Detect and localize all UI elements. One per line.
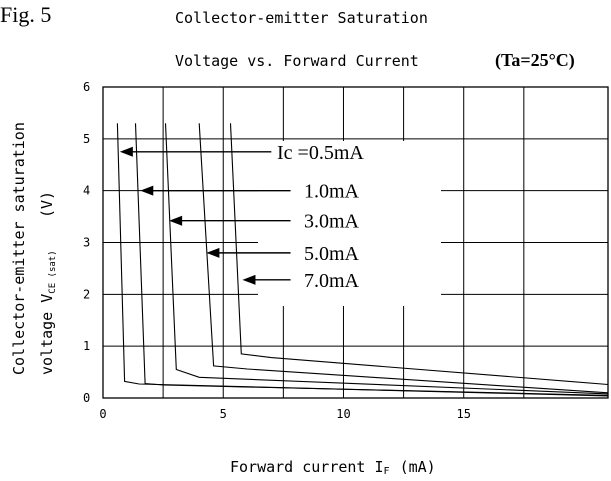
series-label: Ic =0.5mA (277, 142, 364, 164)
arrow-head (206, 247, 220, 258)
y-tick-label: 4 (83, 184, 90, 198)
curves (116, 123, 609, 397)
y-axis-label-line-2: voltage VCE (sat) (38, 250, 58, 375)
annotation-arrows (119, 146, 291, 285)
x-axis-label: Forward current IF (mA) (230, 458, 436, 477)
series-label: 7.0mA (304, 270, 360, 292)
arrow-head (169, 215, 183, 226)
x-axis-label-unit: (mA) (400, 458, 436, 476)
series-line-5.0mA (198, 123, 609, 394)
y-axis-label-sub: CE (sat) (48, 250, 58, 293)
annotation-labels: Ic =0.5mA 1.0mA 3.0mA 5.0mA 7.0mA (277, 142, 364, 292)
figure-label: Fig. 5 (0, 2, 51, 27)
arrow-head (242, 274, 256, 285)
x-tick-labels: 0 5 10 15 (99, 407, 471, 421)
x-axis-label-main: Forward current I (230, 458, 384, 476)
y-axis-unit: (V) (38, 191, 56, 218)
y-tick-label: 5 (83, 132, 90, 146)
series-line-3.0mA (164, 123, 609, 395)
legend-box (258, 141, 441, 306)
series-line-7.0mA (229, 123, 609, 386)
condition-label: (Ta=25°C) (495, 50, 575, 71)
series-label: 1.0mA (304, 181, 360, 203)
arrow-head (119, 146, 133, 157)
y-tick-label: 6 (83, 80, 90, 94)
chart-title-line-2: Voltage vs. Forward Current (175, 52, 419, 70)
y-tick-label: 1 (83, 339, 90, 353)
x-tick-label: 0 (99, 407, 106, 421)
x-tick-label: 5 (220, 407, 227, 421)
y-axis-label-main: voltage V (38, 294, 56, 375)
plot-frame (102, 86, 609, 399)
y-tick-label: 0 (83, 391, 90, 405)
chart-title-line-1: Collector-emitter Saturation (175, 9, 428, 27)
series-label: 5.0mA (304, 243, 360, 265)
series-label: 3.0mA (304, 211, 360, 233)
x-tick-label: 15 (456, 407, 470, 421)
y-axis-label-line-1: Collector-emitter saturation (10, 122, 28, 375)
x-tick-label: 10 (336, 407, 350, 421)
series-line-1.0mA (134, 123, 609, 396)
y-tick-label: 2 (83, 287, 90, 301)
y-axis-unit-text: (V) (38, 191, 56, 218)
x-axis-label-sub: F (384, 466, 390, 477)
arrow-head (140, 185, 154, 196)
y-tick-label: 3 (83, 236, 90, 250)
y-axis-label: Collector-emitter saturation (10, 122, 28, 375)
y-tick-labels: 0 1 2 3 4 5 6 (83, 80, 90, 405)
y-axis-label-2: voltage VCE (sat) (38, 250, 58, 375)
